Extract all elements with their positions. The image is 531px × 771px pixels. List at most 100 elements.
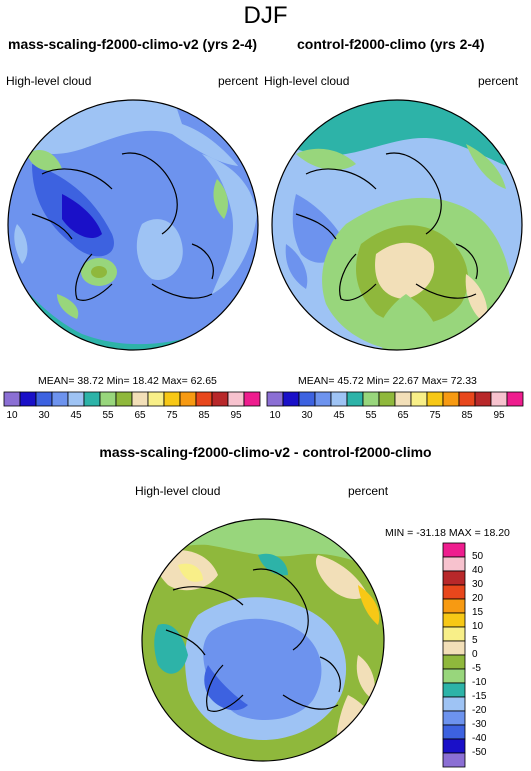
colorbar-label: 45 <box>70 410 82 421</box>
colorbar-swatch <box>314 391 332 407</box>
diff-colorbar-swatch <box>442 724 466 740</box>
colorbar-swatch <box>506 391 524 407</box>
diff-colorbar-label: -30 <box>472 719 487 730</box>
colorbar-label: 75 <box>166 410 178 421</box>
left-stats: MEAN= 38.72 Min= 18.42 Max= 62.65 <box>38 375 217 387</box>
diff-colorbar-swatch <box>442 612 466 628</box>
right-units-label: percent <box>478 74 519 88</box>
right-variable-label: High-level cloud <box>264 74 350 88</box>
diff-colorbar-swatch <box>442 668 466 684</box>
colorbar-swatch <box>330 391 348 407</box>
diff-colorbar-label: 40 <box>472 565 484 576</box>
diff-colorbar-label: -10 <box>472 677 487 688</box>
diff-colorbar-label: 50 <box>472 551 484 562</box>
diff-colorbar-swatch <box>442 640 466 656</box>
colorbar-swatch <box>458 391 476 407</box>
colorbar-label: 85 <box>461 410 473 421</box>
diff-colorbar-labels: 50 40 30 20 15 10 5 0 -5 -10 -15 -20 -30 -40 -50 <box>472 543 512 767</box>
diff-panel-title: mass-scaling-f2000-climo-v2 - control-f2… <box>99 444 432 460</box>
colorbar-swatch <box>282 391 300 407</box>
colorbar-swatch <box>426 391 444 407</box>
colorbar-swatch <box>266 391 284 407</box>
left-colorbar-labels: 10 30 45 55 65 75 85 95 <box>4 410 260 424</box>
colorbar-swatch <box>3 391 21 407</box>
diff-colorbar-swatch <box>442 654 466 670</box>
diff-colorbar-label: 5 <box>472 635 478 646</box>
colorbar-label: 65 <box>134 410 146 421</box>
colorbar-swatch <box>35 391 53 407</box>
colorbar-label: 10 <box>269 410 281 421</box>
left-colorbar <box>3 391 261 407</box>
right-stats: MEAN= 45.72 Min= 22.67 Max= 72.33 <box>298 375 477 387</box>
diff-colorbar-label: -50 <box>472 747 487 758</box>
left-units-label: percent <box>218 74 259 88</box>
diff-colorbar-swatch <box>442 696 466 712</box>
colorbar-swatch <box>131 391 149 407</box>
diff-colorbar-swatch <box>442 710 466 726</box>
diff-colorbar-label: -15 <box>472 691 487 702</box>
colorbar-swatch <box>346 391 364 407</box>
colorbar-swatch <box>378 391 396 407</box>
colorbar-swatch <box>243 391 261 407</box>
diff-colorbar-label: -5 <box>472 663 481 674</box>
colorbar-swatch <box>474 391 492 407</box>
colorbar-swatch <box>442 391 460 407</box>
diff-variable-label: High-level cloud <box>135 484 221 498</box>
colorbar-label: 65 <box>397 410 409 421</box>
right-colorbar-labels: 10 30 45 55 65 75 85 95 <box>267 410 523 424</box>
colorbar-label: 30 <box>38 410 50 421</box>
colorbar-swatch <box>298 391 316 407</box>
right-polar-map <box>271 99 523 351</box>
diff-colorbar-label: 10 <box>472 621 484 632</box>
colorbar-swatch <box>410 391 428 407</box>
colorbar-swatch <box>19 391 37 407</box>
diff-colorbar-label: 15 <box>472 607 484 618</box>
colorbar-swatch <box>227 391 245 407</box>
colorbar-swatch <box>179 391 197 407</box>
colorbar-swatch <box>99 391 117 407</box>
diff-colorbar-label: 0 <box>472 649 478 660</box>
diff-colorbar-swatch <box>442 752 466 768</box>
left-polar-map <box>7 99 259 351</box>
diff-polar-map <box>141 518 385 762</box>
diff-colorbar-swatch <box>442 738 466 754</box>
diff-colorbar-swatch <box>442 598 466 614</box>
colorbar-swatch <box>67 391 85 407</box>
colorbar-swatch <box>394 391 412 407</box>
colorbar-swatch <box>51 391 69 407</box>
colorbar-label: 75 <box>429 410 441 421</box>
colorbar-swatch <box>163 391 181 407</box>
colorbar-label: 95 <box>493 410 505 421</box>
left-panel-title: mass-scaling-f2000-climo-v2 (yrs 2-4) <box>8 36 257 52</box>
diff-colorbar-swatch <box>442 556 466 572</box>
diff-colorbar-label: 20 <box>472 593 484 604</box>
colorbar-label: 55 <box>102 410 114 421</box>
right-colorbar <box>266 391 524 407</box>
colorbar-swatch <box>362 391 380 407</box>
diff-colorbar-swatch <box>442 682 466 698</box>
diff-colorbar-label: 30 <box>472 579 484 590</box>
diff-colorbar-swatch <box>442 584 466 600</box>
colorbar-swatch <box>83 391 101 407</box>
diff-colorbar-swatch <box>442 626 466 642</box>
diff-colorbar-swatch <box>442 542 466 558</box>
colorbar-swatch <box>211 391 229 407</box>
colorbar-label: 45 <box>333 410 345 421</box>
diff-stats: MIN = -31.18 MAX = 18.20 <box>385 527 510 539</box>
colorbar-label: 95 <box>230 410 242 421</box>
diff-colorbar-label: -20 <box>472 705 487 716</box>
diff-colorbar-swatch <box>442 570 466 586</box>
colorbar-swatch <box>195 391 213 407</box>
diff-colorbar <box>442 542 466 768</box>
colorbar-swatch <box>147 391 165 407</box>
diff-colorbar-label: -40 <box>472 733 487 744</box>
figure-title: DJF <box>243 2 288 29</box>
colorbar-label: 55 <box>365 410 377 421</box>
right-panel-title: control-f2000-climo (yrs 2-4) <box>297 36 485 52</box>
left-variable-label: High-level cloud <box>6 74 92 88</box>
colorbar-swatch <box>490 391 508 407</box>
colorbar-label: 85 <box>198 410 210 421</box>
colorbar-swatch <box>115 391 133 407</box>
diff-units-label: percent <box>348 484 389 498</box>
colorbar-label: 30 <box>301 410 313 421</box>
